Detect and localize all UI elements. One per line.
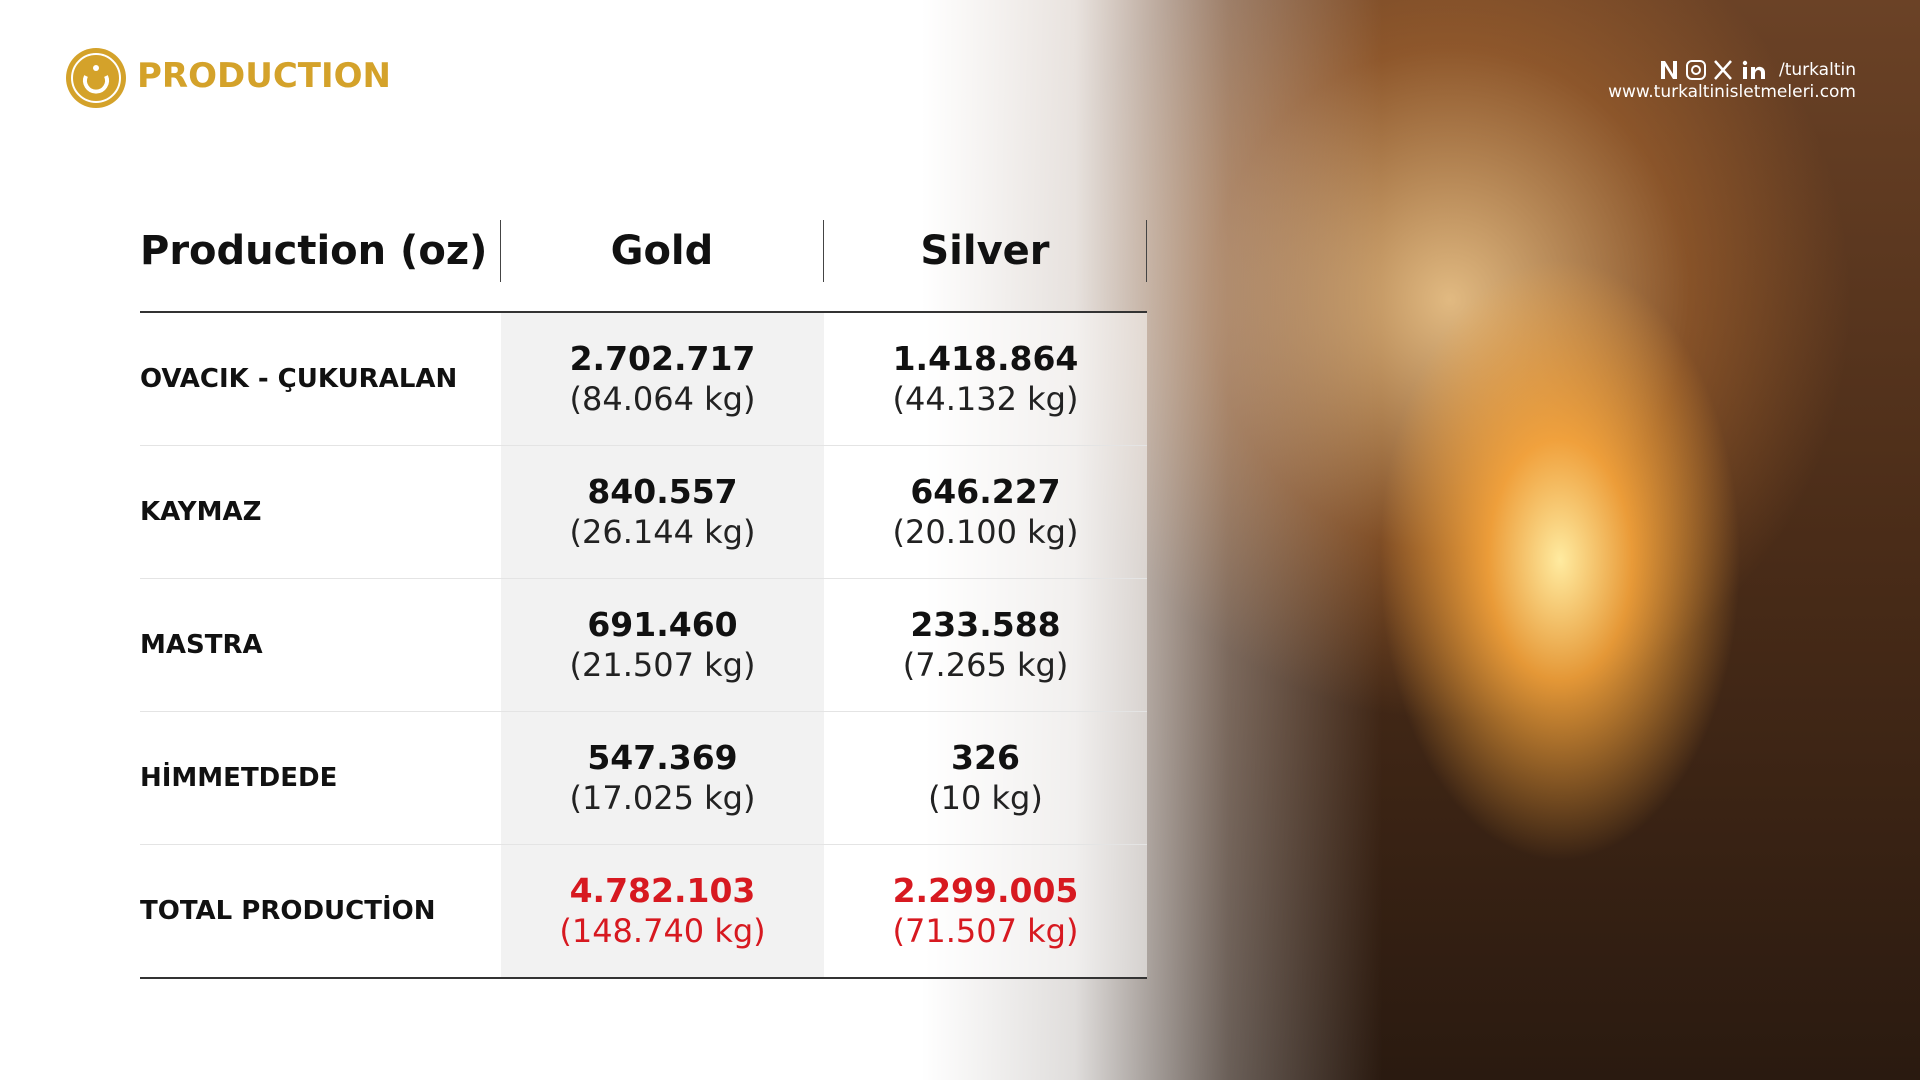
silver-oz: 233.588 [910,605,1061,644]
gold-kg: (21.507 kg) [569,646,756,684]
gold-cell: 4.782.103 (148.740 kg) [501,845,824,977]
silver-kg: (71.507 kg) [892,912,1079,950]
gold-kg: (26.144 kg) [569,513,756,551]
gold-oz: 2.702.717 [569,339,756,378]
header-cell: Gold [501,220,824,282]
header-row: Production (oz) Gold Silver [140,220,1147,313]
table-row: KAYMAZ 840.557 (26.144 kg) 646.227 (20.100 k… [140,446,1147,579]
silver-cell: 2.299.005 (71.507 kg) [824,845,1147,977]
row-label: TOTAL PRODUCTİON [140,896,436,926]
gold-oz: 547.369 [587,738,738,777]
gold-oz: 4.782.103 [569,871,756,910]
silver-cell: 646.227 (20.100 kg) [824,446,1147,578]
gold-kg: (17.025 kg) [569,779,756,817]
gold-cell: 840.557 (26.144 kg) [501,446,824,578]
silver-oz: 1.418.864 [892,339,1079,378]
gold-oz: 840.557 [587,472,738,511]
silver-cell: 1.418.864 (44.132 kg) [824,313,1147,445]
row-label: MASTRA [140,630,263,660]
social-icons [1660,60,1765,80]
silver-cell: 233.588 (7.265 kg) [824,579,1147,711]
logo [66,48,126,108]
silver-cell: 326 (10 kg) [824,712,1147,844]
silver-kg: (7.265 kg) [902,646,1069,684]
table-row: MASTRA 691.460 (21.507 kg) 233.588 (7.265 kg… [140,579,1147,712]
gold-cell: 2.702.717 (84.064 kg) [501,313,824,445]
social-row: /turkaltin [1608,58,1856,82]
row-label: HİMMETDEDE [140,763,338,793]
social-handle: /turkaltin [1778,60,1856,80]
social: /turkaltin www.turkaltinisletmeleri.com [1608,58,1856,102]
gold-kg: (148.740 kg) [559,912,766,950]
row-label: KAYMAZ [140,497,262,527]
row-label: OVACIK - ÇUKURALAN [140,364,458,394]
header-cell: Silver [824,220,1147,282]
silver-kg: (20.100 kg) [892,513,1079,551]
silver-oz: 2.299.005 [892,871,1079,910]
silver-oz: 646.227 [910,472,1061,511]
gold-cell: 691.460 (21.507 kg) [501,579,824,711]
table-row: OVACIK - ÇUKURALAN 2.702.717 (84.064 kg) 1.… [140,313,1147,446]
page-title: PRODUCTION [137,56,391,96]
production-table: Production (oz) Gold Silver OVACIK - ÇUK… [140,220,1147,979]
silver-kg: (10 kg) [928,779,1043,817]
silver-kg: (44.132 kg) [892,380,1079,418]
website: www.turkaltinisletmeleri.com [1608,82,1856,102]
table-row: TOTAL PRODUCTİON 4.782.103 (148.740 kg) 2.2… [140,845,1147,979]
header-cell: Production (oz) [140,220,501,282]
gold-kg: (84.064 kg) [569,380,756,418]
gold-oz: 691.460 [587,605,738,644]
table-row: HİMMETDEDE 547.369 (17.025 kg) 326 (10 kg) [140,712,1147,845]
silver-oz: 326 [951,738,1020,777]
gold-cell: 547.369 (17.025 kg) [501,712,824,844]
